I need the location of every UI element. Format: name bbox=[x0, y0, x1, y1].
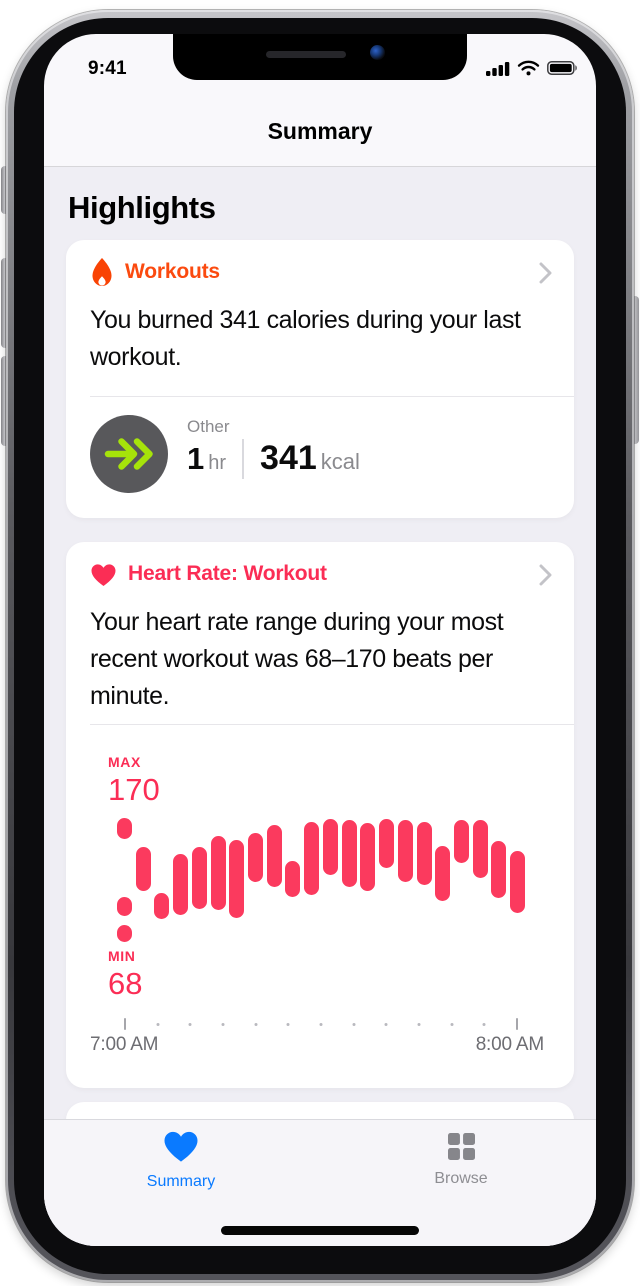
heart-rate-bar bbox=[322, 819, 338, 876]
tab-browse[interactable]: Browse bbox=[401, 1130, 521, 1188]
chevron-right-icon[interactable] bbox=[539, 564, 552, 591]
workout-energy-unit: kcal bbox=[320, 449, 360, 474]
heart-icon bbox=[90, 563, 117, 592]
axis-tick bbox=[124, 1018, 126, 1030]
axis-tick bbox=[286, 1023, 290, 1026]
browse-grid-icon bbox=[447, 1133, 475, 1164]
heart-rate-bar bbox=[416, 821, 432, 885]
other-workout-icon bbox=[90, 415, 168, 493]
chart-max-value: 170 bbox=[108, 772, 160, 807]
workouts-message: You burned 341 calories during your last… bbox=[90, 306, 521, 371]
axis-tick bbox=[319, 1023, 323, 1026]
axis-tick bbox=[516, 1018, 518, 1030]
heart-rate-card-title: Heart Rate: Workout bbox=[128, 562, 327, 585]
heart-rate-bar bbox=[285, 860, 301, 898]
heart-rate-bar bbox=[116, 924, 132, 942]
heart-rate-bar bbox=[116, 818, 132, 839]
power-button bbox=[631, 296, 639, 444]
heart-rate-chart-plot bbox=[115, 818, 527, 942]
chart-x-axis-ticks bbox=[124, 1018, 518, 1032]
heart-rate-bar bbox=[229, 839, 245, 918]
tab-bar: Summary Browse bbox=[44, 1119, 596, 1246]
axis-tick bbox=[221, 1023, 225, 1026]
heart-rate-bar bbox=[491, 841, 507, 899]
heart-rate-bar bbox=[154, 893, 170, 919]
heart-rate-bar bbox=[135, 847, 151, 891]
status-icons bbox=[486, 60, 578, 81]
heart-rate-bar bbox=[247, 832, 263, 883]
heart-rate-bar bbox=[379, 819, 395, 868]
notch bbox=[173, 34, 467, 80]
chart-x-end-label: 8:00 AM bbox=[475, 1034, 545, 1055]
heart-rate-bar bbox=[453, 820, 469, 863]
workout-energy-value: 341 bbox=[260, 439, 317, 477]
workout-stats: 1 hr 341 kcal bbox=[187, 439, 360, 479]
chart-min-label: MIN bbox=[108, 948, 136, 964]
phone-frame: 9:41 bbox=[6, 10, 634, 1282]
summary-heart-icon bbox=[162, 1131, 200, 1167]
axis-tick bbox=[352, 1023, 356, 1026]
tab-summary-label: Summary bbox=[146, 1173, 216, 1190]
axis-tick bbox=[188, 1023, 192, 1026]
heart-rate-bar bbox=[116, 897, 132, 917]
workouts-card-header: Workouts bbox=[90, 258, 554, 288]
screen: 9:41 bbox=[44, 34, 596, 1246]
heart-rate-bar bbox=[472, 820, 488, 878]
chart-x-start-label: 7:00 AM bbox=[90, 1034, 159, 1055]
heart-rate-bar bbox=[304, 821, 320, 895]
home-indicator[interactable] bbox=[221, 1226, 419, 1235]
heart-rate-bar bbox=[397, 820, 413, 883]
workouts-card-title: Workouts bbox=[125, 260, 220, 283]
camera-icon bbox=[370, 45, 385, 60]
heart-rate-bar bbox=[266, 825, 282, 888]
axis-tick bbox=[482, 1023, 486, 1026]
mute-switch bbox=[1, 166, 9, 214]
speaker-icon bbox=[266, 51, 346, 58]
volume-up-button bbox=[1, 258, 9, 348]
heart-rate-card[interactable]: Heart Rate: Workout Your heart rate rang… bbox=[66, 542, 574, 1088]
axis-tick bbox=[417, 1023, 421, 1026]
wifi-icon bbox=[517, 60, 540, 81]
heart-rate-bar bbox=[191, 847, 207, 910]
stat-separator bbox=[242, 439, 245, 479]
axis-tick bbox=[450, 1023, 454, 1026]
page-title: Summary bbox=[267, 118, 373, 144]
nav-separator bbox=[44, 166, 596, 167]
volume-down-button bbox=[1, 356, 9, 446]
heart-rate-bar bbox=[360, 822, 376, 891]
heart-rate-bar bbox=[173, 854, 189, 916]
heart-rate-bar bbox=[341, 820, 357, 888]
battery-full-icon bbox=[547, 61, 578, 80]
heart-rate-message: Your heart rate range during your most r… bbox=[90, 608, 504, 710]
heart-rate-card-header: Heart Rate: Workout bbox=[90, 560, 554, 590]
workouts-card[interactable]: Workouts You burned 341 calories during … bbox=[66, 240, 574, 518]
heart-rate-bar bbox=[210, 836, 226, 911]
chevron-right-icon[interactable] bbox=[539, 262, 552, 289]
divider bbox=[90, 724, 574, 725]
axis-tick bbox=[156, 1023, 160, 1026]
workout-duration-value: 1 bbox=[187, 441, 205, 476]
workout-duration-unit: hr bbox=[208, 452, 227, 474]
status-time: 9:41 bbox=[88, 58, 127, 79]
tab-summary[interactable]: Summary bbox=[121, 1130, 241, 1191]
axis-tick bbox=[384, 1023, 388, 1026]
heart-rate-bar bbox=[435, 845, 451, 901]
section-heading: Highlights bbox=[68, 190, 216, 225]
tab-browse-label: Browse bbox=[434, 1170, 488, 1187]
heart-rate-bar bbox=[510, 850, 526, 913]
chart-max-label: MAX bbox=[108, 754, 141, 770]
cellular-signal-icon bbox=[486, 61, 510, 81]
flame-icon bbox=[90, 258, 114, 291]
chart-min-value: 68 bbox=[108, 966, 143, 1001]
workout-type-label: Other bbox=[187, 417, 230, 436]
divider bbox=[90, 396, 574, 397]
axis-tick bbox=[254, 1023, 258, 1026]
